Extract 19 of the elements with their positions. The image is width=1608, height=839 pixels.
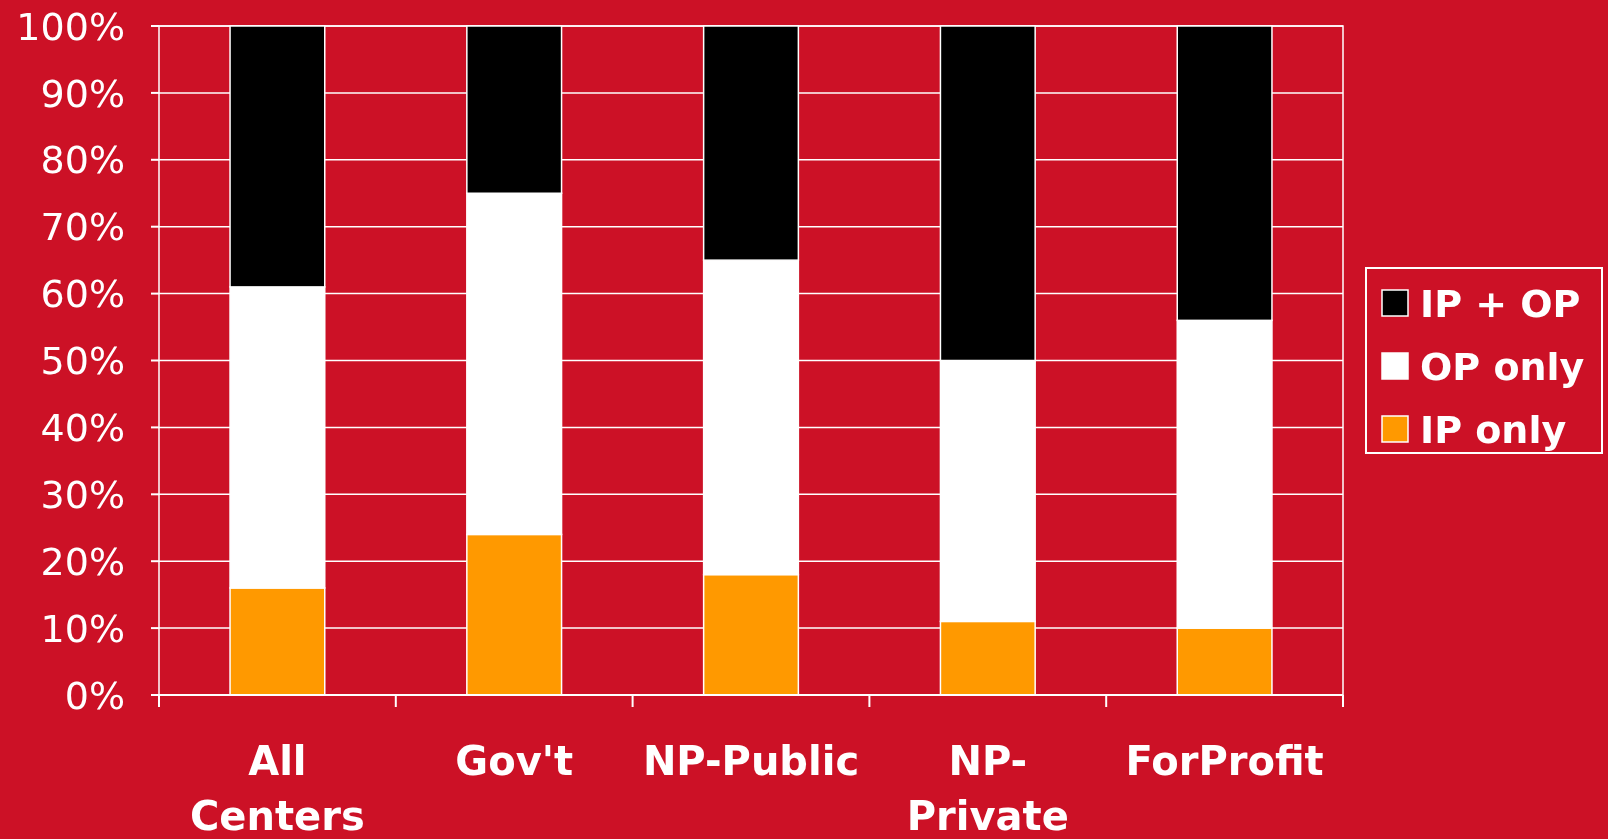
legend-label: OP only bbox=[1420, 344, 1585, 389]
x-tick-label: NP-Public bbox=[642, 738, 860, 784]
x-tick-label: NP-Private bbox=[906, 738, 1069, 839]
x-tick-label: ForProfit bbox=[1125, 738, 1324, 784]
y-tick-label: 70% bbox=[40, 205, 125, 250]
y-tick-label: 80% bbox=[40, 138, 125, 183]
x-tick-label: Gov't bbox=[455, 738, 574, 784]
y-tick-label: 50% bbox=[40, 339, 125, 384]
y-tick-label: 10% bbox=[40, 606, 125, 651]
y-tick-label: 30% bbox=[40, 472, 125, 517]
legend-label: IP + OP bbox=[1420, 281, 1581, 326]
y-tick-label: 60% bbox=[40, 272, 125, 317]
legend-label: IP only bbox=[1420, 407, 1567, 452]
y-tick-label: 90% bbox=[40, 71, 125, 116]
y-tick-label: 20% bbox=[40, 539, 125, 584]
x-tick-label: All Centers bbox=[190, 738, 365, 839]
y-tick-label: 100% bbox=[16, 4, 125, 49]
y-tick-label: 40% bbox=[40, 406, 125, 451]
y-tick-label: 0% bbox=[64, 673, 125, 718]
